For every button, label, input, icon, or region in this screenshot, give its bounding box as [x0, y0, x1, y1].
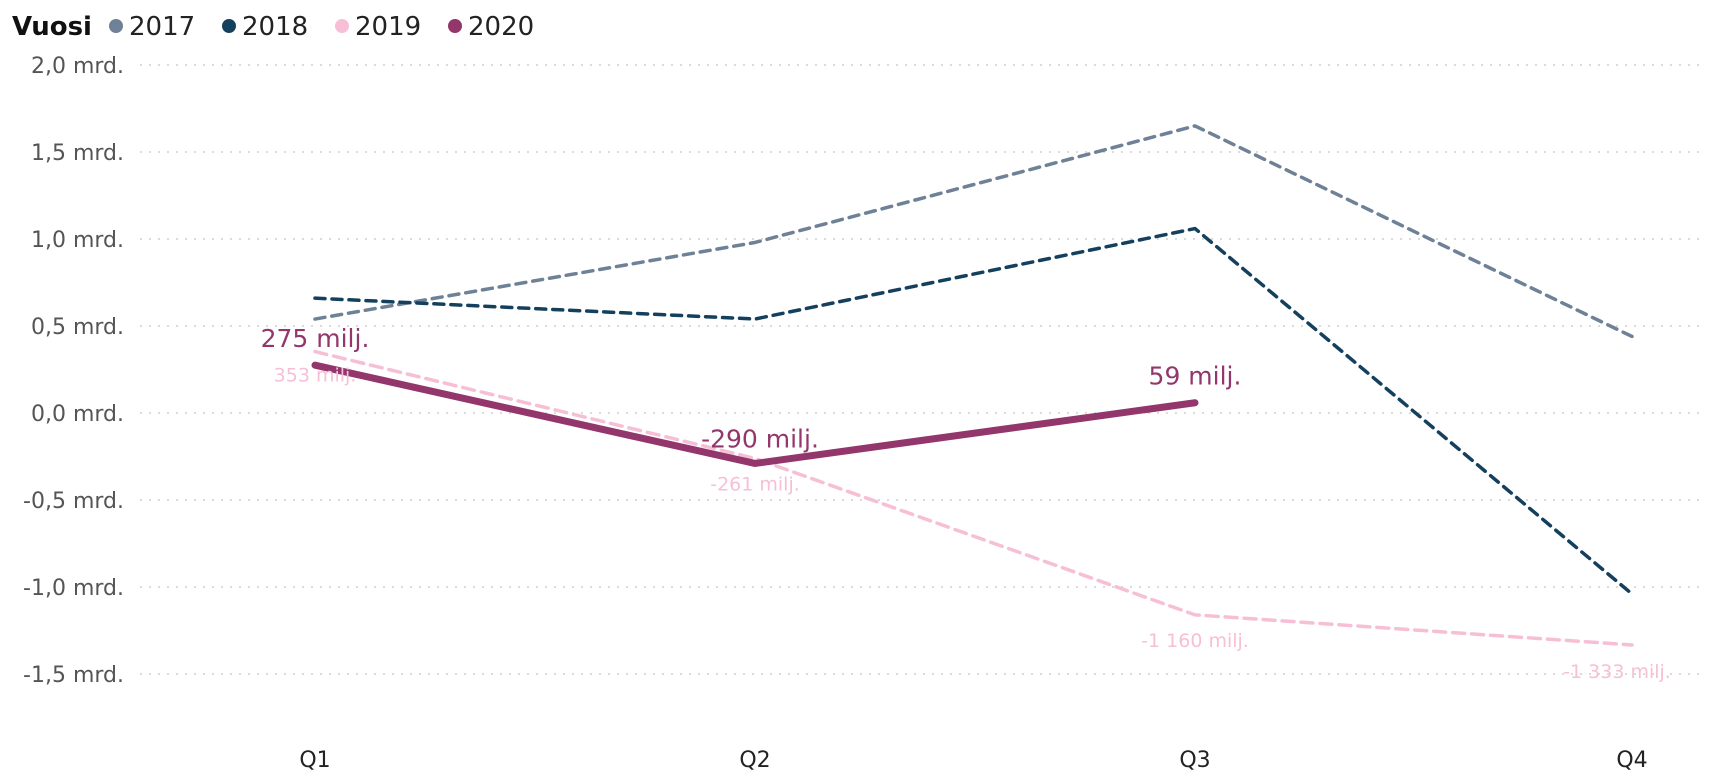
legend-title: Vuosi [12, 12, 92, 42]
legend-marker-2019 [335, 19, 349, 33]
y-tick-label: 2,0 mrd. [31, 54, 124, 79]
data-label-2019: 353 milj. [274, 365, 357, 387]
legend-label-2019: 2019 [355, 12, 421, 42]
y-tick-label: -0,5 mrd. [23, 489, 124, 514]
series-line-2020 [311, 361, 1199, 467]
legend-marker-2020 [448, 19, 462, 33]
x-tick-label: Q2 [739, 748, 770, 773]
data-label-2019: -1 333 milj. [1563, 661, 1671, 683]
data-label-2019: -261 milj. [710, 473, 800, 495]
y-tick-label: 1,0 mrd. [31, 228, 124, 253]
data-label-2020: 59 milj. [1149, 362, 1242, 391]
data-labels: 353 milj. -261 milj. -1 160 milj. -1 333 mi… [261, 324, 1671, 683]
x-axis: Q1 Q2 Q3 Q4 [299, 748, 1647, 773]
legend-label-2020: 2020 [468, 12, 534, 42]
data-label-2019: -1 160 milj. [1141, 630, 1249, 652]
x-tick-label: Q3 [1179, 748, 1210, 773]
legend-label-2017: 2017 [129, 12, 195, 42]
chart-legend: Vuosi 2017 2018 2019 2020 [12, 12, 534, 42]
y-tick-label: -1,5 mrd. [23, 663, 124, 688]
y-tick-label: -1,0 mrd. [23, 576, 124, 601]
data-label-2020: 275 milj. [261, 324, 370, 353]
chart-series [311, 124, 1634, 647]
series-line-2017 [313, 124, 1634, 339]
legend-marker-2018 [222, 19, 236, 33]
legend-marker-2017 [109, 19, 123, 33]
data-label-2020: -290 milj. [701, 424, 819, 453]
y-axis: 2,0 mrd. 1,5 mrd. 1,0 mrd. 0,5 mrd. 0,0 mrd.… [23, 54, 124, 688]
series-line-2018 [313, 226, 1634, 596]
series-line-2019 [313, 349, 1634, 647]
y-tick-label: 1,5 mrd. [31, 141, 124, 166]
y-tick-label: 0,0 mrd. [31, 402, 124, 427]
y-tick-label: 0,5 mrd. [31, 315, 124, 340]
chart-grid [140, 64, 1705, 675]
x-tick-label: Q1 [299, 748, 330, 773]
x-tick-label: Q4 [1616, 748, 1647, 773]
legend-label-2018: 2018 [242, 12, 308, 42]
